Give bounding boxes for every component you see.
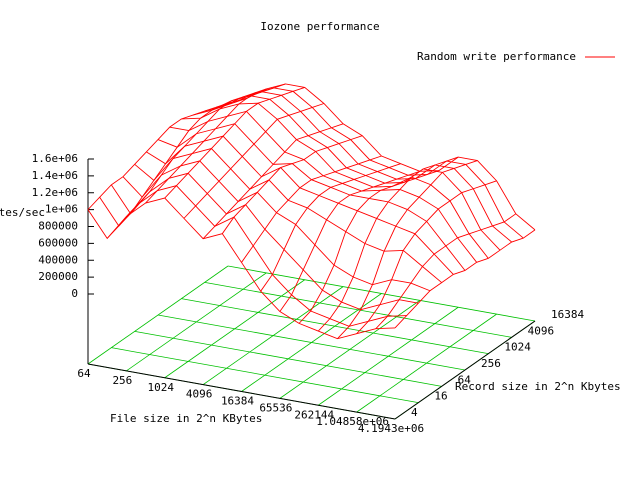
surface-column xyxy=(183,103,325,219)
surface-column xyxy=(394,229,536,329)
y-tick-label: 16384 xyxy=(551,308,584,321)
grid-line xyxy=(227,265,536,322)
x-tick-label: 262144 xyxy=(294,408,334,421)
grid-line xyxy=(204,281,512,338)
surface-column xyxy=(337,160,478,339)
surface-row xyxy=(110,172,419,311)
surface xyxy=(87,83,536,340)
surface-column xyxy=(279,170,421,312)
surface-column xyxy=(221,135,363,234)
z-tick-label: 200000 xyxy=(38,270,78,283)
x-tick-label: 4.1943e+06 xyxy=(358,422,424,435)
x-axis-label: File size in 2^n KBytes xyxy=(110,412,262,425)
y-tick-label: 1024 xyxy=(504,341,531,354)
y-tick-label: 4096 xyxy=(528,324,555,337)
surface-column xyxy=(241,155,382,263)
surface-column xyxy=(106,97,248,239)
x-tick-label: 256 xyxy=(112,374,132,387)
z-tick-label: 600000 xyxy=(38,236,78,249)
grid-line xyxy=(181,298,489,355)
surface-row xyxy=(122,160,431,292)
surface-row xyxy=(227,83,536,231)
z-tick-label: 1.4e+06 xyxy=(32,169,78,182)
grid-line xyxy=(157,314,466,371)
surface-column xyxy=(356,180,497,334)
surface-column xyxy=(375,213,517,329)
surface-column xyxy=(202,123,344,239)
z-tick-label: 400000 xyxy=(38,253,78,266)
grid-line xyxy=(111,347,419,404)
z-tick-label: 800000 xyxy=(38,220,78,233)
x-tick-label: 16384 xyxy=(221,395,254,408)
x-axis xyxy=(87,363,396,420)
y-tick-label: 64 xyxy=(458,373,472,386)
z-tick-label: 1.2e+06 xyxy=(32,186,78,199)
surface-row xyxy=(204,91,512,243)
surface-column xyxy=(87,102,229,210)
surface-column xyxy=(126,88,267,217)
legend-label: Random write performance xyxy=(417,50,576,63)
x-tick-label: 1.04858e+06 xyxy=(316,415,389,428)
y-axis-label: Record size in 2^n Kbytes xyxy=(455,380,621,393)
surface-column xyxy=(145,83,286,204)
z-axis-label: Kbytes/sec xyxy=(0,206,45,219)
x-tick-label: 1024 xyxy=(148,381,175,394)
z-tick-label: 1.6e+06 xyxy=(32,152,78,165)
y-tick-label: 16 xyxy=(434,390,447,403)
chart-title: Iozone performance xyxy=(260,20,379,33)
x-tick-label: 4096 xyxy=(186,388,213,401)
surface-column xyxy=(164,86,305,199)
y-tick-label: 4 xyxy=(411,406,418,419)
x-tick-label: 65536 xyxy=(259,401,292,414)
surface-column xyxy=(298,170,440,324)
z-tick-label: 1e+06 xyxy=(45,203,78,216)
grid-line xyxy=(134,330,442,387)
surface-column xyxy=(317,156,459,332)
x-tick-label: 64 xyxy=(77,367,91,380)
surface-row xyxy=(87,197,396,340)
y-tick-label: 256 xyxy=(481,357,501,370)
z-tick-label: 0 xyxy=(71,287,78,300)
y-axis xyxy=(394,320,536,420)
surface-column xyxy=(260,163,401,292)
